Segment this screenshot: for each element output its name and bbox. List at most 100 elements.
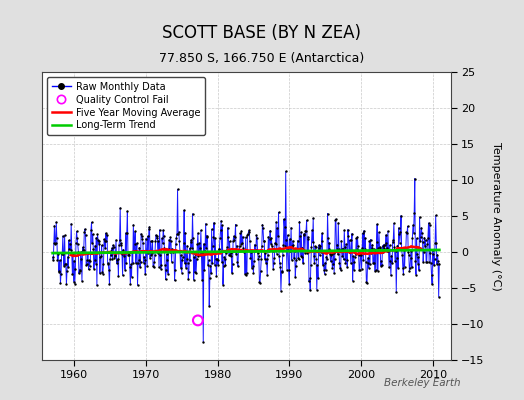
Point (372, 267, 380, 274)
Point (309, 239, 317, 246)
Point (429, 247, 437, 253)
Point (132, 248, 140, 254)
Point (381, 240, 390, 246)
Point (363, 260, 372, 266)
Point (64, 263, 72, 270)
Point (398, 252, 407, 258)
Text: Berkeley Earth: Berkeley Earth (385, 378, 461, 388)
Point (339, 246, 347, 252)
Point (311, 244, 320, 250)
Point (259, 237, 268, 244)
Point (289, 242, 298, 248)
Point (421, 237, 430, 243)
Point (167, 238, 175, 244)
Point (216, 235, 224, 242)
Point (414, 254, 422, 260)
Point (343, 264, 352, 270)
Point (199, 250, 207, 256)
Point (79, 247, 88, 254)
Point (59, 233, 67, 239)
Point (433, 251, 442, 258)
Point (418, 239, 427, 245)
Point (128, 248, 136, 255)
Point (71, 280, 79, 287)
Point (314, 244, 323, 251)
Point (275, 253, 283, 260)
Point (430, 262, 438, 268)
Point (322, 254, 331, 260)
Point (223, 244, 232, 251)
Point (319, 249, 328, 255)
Point (204, 262, 212, 268)
Point (222, 247, 231, 254)
Point (208, 260, 216, 266)
Point (323, 210, 332, 217)
Point (369, 260, 377, 266)
Point (156, 251, 165, 258)
Point (124, 252, 132, 258)
Point (49, 254, 57, 260)
Point (188, 210, 196, 217)
Point (269, 266, 277, 272)
Point (179, 254, 187, 260)
Point (192, 256, 201, 262)
Point (83, 257, 92, 264)
Point (147, 251, 156, 258)
Point (112, 237, 120, 243)
Point (395, 231, 403, 237)
Point (252, 247, 260, 254)
Point (105, 281, 114, 288)
Point (122, 230, 130, 236)
Point (326, 258, 335, 264)
Point (226, 252, 234, 258)
Point (107, 245, 116, 251)
Point (362, 259, 370, 265)
Point (297, 252, 305, 259)
Point (431, 212, 440, 219)
Point (151, 238, 160, 245)
Point (104, 261, 113, 268)
Point (287, 224, 296, 231)
Point (337, 237, 345, 244)
Point (52, 219, 60, 225)
Point (148, 237, 157, 244)
Point (140, 257, 149, 264)
Point (383, 247, 391, 254)
Point (221, 255, 229, 262)
Point (267, 240, 275, 247)
Point (62, 261, 70, 267)
Point (230, 233, 238, 239)
Point (237, 240, 245, 247)
Point (301, 250, 309, 256)
Point (429, 251, 438, 258)
Point (334, 220, 343, 226)
Point (60, 232, 69, 238)
Point (203, 233, 212, 240)
Point (257, 256, 266, 263)
Point (361, 235, 369, 241)
Point (273, 225, 281, 231)
Point (228, 270, 236, 276)
Point (311, 243, 319, 250)
Point (94, 240, 103, 247)
Point (301, 228, 310, 234)
Point (283, 266, 291, 273)
Point (331, 256, 339, 262)
Point (344, 233, 353, 239)
Point (381, 242, 389, 248)
Point (330, 270, 339, 276)
Point (357, 265, 366, 272)
Point (360, 228, 368, 234)
Point (211, 235, 220, 241)
Point (368, 242, 377, 248)
Point (307, 244, 315, 250)
Point (218, 222, 226, 229)
Point (63, 254, 72, 260)
Point (161, 261, 169, 268)
Point (234, 247, 243, 254)
Point (64, 237, 73, 244)
Point (401, 245, 409, 251)
Point (124, 251, 133, 258)
Point (363, 280, 371, 287)
Point (310, 259, 319, 266)
